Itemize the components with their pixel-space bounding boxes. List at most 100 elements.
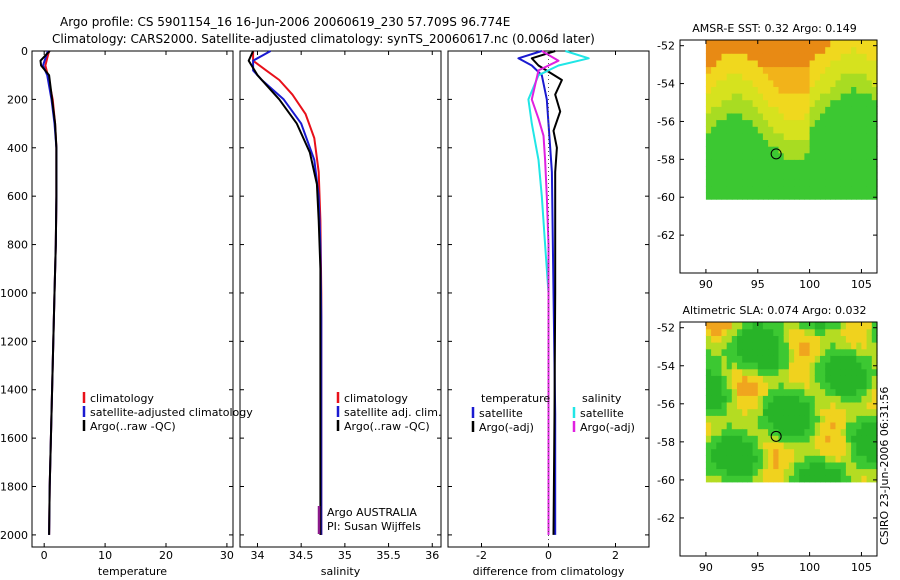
amsr-sst-map-cell [871,93,878,101]
amsr-sst-map-cell [845,139,852,147]
altimetric-sla-map-cell [788,435,795,443]
amsr-sst-map-cell [830,132,837,140]
amsr-sst-map-cell [711,152,717,160]
amsr-sst-map-cell [773,185,780,194]
amsr-sst-map-cell [871,119,878,127]
altimetric-sla-map-cell [856,322,863,330]
amsr-sst-map-cell [825,146,831,154]
amsr-sst-map-cell [716,40,723,48]
amsr-sst-map-cell [752,139,759,147]
amsr-sst-map-cell [711,79,717,87]
altimetric-sla-map-cell [778,468,785,476]
amsr-sst-map-cell [871,179,878,187]
amsr-sst-map-cell [861,179,868,187]
altimetric-sla-map-cell [840,368,847,376]
amsr-sst-map-cell [716,179,723,187]
altimetric-sla-map-cell [794,381,800,390]
temperature-profile-xtick-label: 30 [220,549,234,562]
altimetric-sla-map-cell [762,475,769,483]
amsr-sst-map-cell [856,86,863,94]
altimetric-sla-map-cell [809,355,816,363]
altimetric-sla-map-cell [788,401,795,410]
amsr-sst-map-cell [814,59,821,68]
amsr-sst-map-cell [871,112,878,121]
altimetric-sla-map-cell [794,355,800,363]
altimetric-sla-map-cell [721,461,728,470]
altimetric-sla-map-cell [773,322,780,330]
altimetric-sla-map-cell [742,381,748,390]
temperature-profile-xtick-label: 0 [41,549,48,562]
altimetric-sla-map-cell [840,362,847,370]
amsr-sst-map-cell [840,166,847,174]
altimetric-sla-map-cell [809,421,816,430]
altimetric-sla-map-cell [788,335,795,343]
altimetric-sla-map-cell [742,468,748,476]
amsr-sst-map-cell [773,79,780,87]
timestamp-label: CSIRO 23-Jun-2006 06:31:56 [878,387,891,545]
amsr-sst-map-cell [845,146,852,154]
altimetric-sla-map-cell [866,415,873,423]
amsr-sst-map-cell [737,59,743,68]
altimetric-sla-map-cell [866,455,873,463]
altimetric-sla-map-cell [861,381,868,390]
altimetric-sla-map-cell [820,421,826,430]
amsr-sst-map-cell [794,112,800,121]
altimetric-sla-map-cell [742,322,748,330]
amsr-sst-map-cell [845,106,852,114]
amsr-sst-map-xtick-label: 95 [751,278,765,291]
altimetric-sla-map-cell [778,322,785,330]
altimetric-sla-map-ytick-label: -60 [657,474,675,487]
amsr-sst-map-cell [747,66,754,74]
amsr-sst-map-cell [752,40,759,48]
altimetric-sla-map-cell [747,362,754,370]
altimetric-sla-map-cell [711,421,717,430]
amsr-sst-map-cell [840,132,847,140]
altimetric-sla-map-cell [783,368,790,376]
altimetric-sla-map-cell [768,435,774,443]
altimetric-sla-map-cell [757,468,764,476]
amsr-sst-map-cell [773,73,780,81]
altimetric-sla-map-cell [783,355,790,363]
altimetric-sla-map-cell [788,395,795,403]
amsr-sst-map-cell [809,159,816,167]
altimetric-sla-map-cell [814,455,821,463]
amsr-sst-map-cell [799,152,805,160]
altimetric-sla-map-cell [814,348,821,356]
difference-profile-series-salinity-argo-adj- [530,50,560,535]
altimetric-sla-map-cell [778,355,785,363]
altimetric-sla-map-cell [778,395,785,403]
altimetric-sla-map-cell [721,342,728,350]
altimetric-sla-map-cell [768,362,774,370]
altimetric-sla-map-cell [726,388,733,396]
amsr-sst-map-cell [783,73,790,81]
amsr-sst-map-cell [830,73,837,81]
altimetric-sla-map-cell [794,455,800,463]
altimetric-sla-map-cell [768,381,774,390]
amsr-sst-map-cell [845,159,852,167]
amsr-sst-map-cell [835,86,842,94]
altimetric-sla-map-cell [856,428,863,436]
amsr-sst-map-cell [721,106,728,114]
amsr-sst-map-cell [866,172,873,180]
amsr-sst-map-cell [845,119,852,127]
amsr-sst-map-cell [788,86,795,94]
amsr-sst-map-cell [820,179,826,187]
altimetric-sla-map-cell [762,355,769,363]
altimetric-sla-map-cell [752,461,759,470]
altimetric-sla-map-cell [752,441,759,450]
salinity-profile-xtick-label: 34.5 [289,549,314,562]
altimetric-sla-map-cell [840,461,847,470]
altimetric-sla-map-cell [835,401,842,410]
altimetric-sla-map-cell [762,428,769,436]
altimetric-sla-map-cell [788,428,795,436]
altimetric-sla-map-cell [747,355,754,363]
amsr-sst-map-cell [788,53,795,61]
altimetric-sla-map-cell [856,468,863,476]
altimetric-sla-map-cell [752,401,759,410]
altimetric-sla-map-cell [773,448,780,456]
amsr-sst-map-cell [783,106,790,114]
amsr-sst-map-cell [726,192,733,200]
altimetric-sla-map-cell [820,455,826,463]
altimetric-sla-map-cell [830,428,837,436]
altimetric-sla-map-cell [737,448,743,456]
